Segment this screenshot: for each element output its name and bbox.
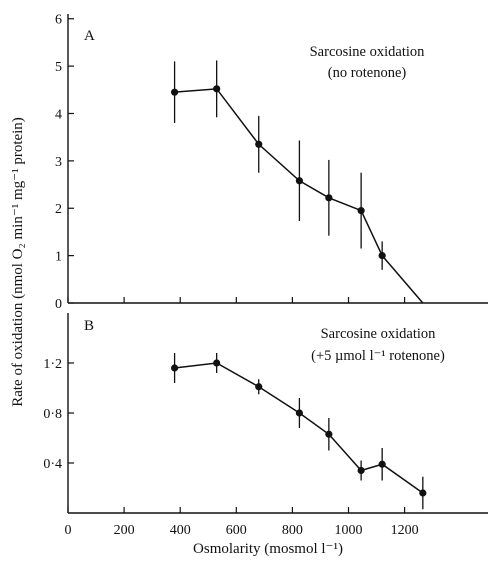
- x-tick-label: 600: [226, 523, 247, 538]
- panel-b-data-point: [255, 383, 263, 391]
- panel-a-y-tick-label: 0: [55, 297, 62, 312]
- panel-b-series: [170, 353, 427, 510]
- x-axis-title: Osmolarity (mosmol l⁻¹): [193, 541, 343, 557]
- panel-a-y-tick-label: 3: [55, 155, 62, 170]
- panel-b-y-ticks: 0·4 0·8 1·2: [43, 357, 74, 472]
- panel-b-series-line: [174, 362, 424, 494]
- panel-a-y-tick-label: 4: [55, 107, 62, 122]
- panel-a-y-tick-label: 5: [55, 60, 62, 75]
- panel-a-data-point: [357, 207, 365, 215]
- panel-b-y-tick-label: 0·8: [43, 407, 62, 422]
- x-tick-label: 1200: [391, 523, 419, 538]
- panel-a-data-point: [213, 85, 221, 93]
- panel-a-series-line: [174, 88, 383, 256]
- x-tick-label: 400: [170, 523, 191, 538]
- panel-a-y-ticks: 0 1 2 3 4 5 6: [55, 13, 74, 312]
- panel-b-data-point: [170, 364, 179, 372]
- panel-a-data-point: [378, 252, 386, 260]
- panel-b-data-point: [419, 489, 427, 497]
- panel-b-data-point: [295, 409, 304, 417]
- panel-b-x-ticks: 0 200 400 600 800 1000 1200: [65, 507, 419, 538]
- panel-a-data-point: [295, 177, 304, 185]
- panel-b: B Sarcosine oxidation (+5 µmol l⁻¹ roten…: [43, 313, 488, 538]
- panel-a-y-tick-label: 2: [55, 202, 62, 217]
- y-axis-title: Rate of oxidation (nmol O₂ min⁻¹ mg⁻¹ pr…: [10, 117, 26, 407]
- panel-a-annotation-line1: Sarcosine oxidation: [310, 44, 426, 60]
- panel-a-data-point: [325, 194, 333, 202]
- x-tick-label: 1000: [335, 523, 363, 538]
- panel-b-data-point: [357, 466, 365, 475]
- panel-b-data-point: [378, 460, 386, 468]
- panel-a-data-point: [255, 140, 263, 148]
- panel-a-series: [170, 60, 424, 304]
- x-tick-label: 200: [114, 523, 135, 538]
- panel-a-data-point: [170, 88, 179, 96]
- panel-a-extrapolated-line: [381, 255, 424, 304]
- panel-b-data-point: [213, 359, 221, 367]
- panel-a-label: A: [84, 28, 95, 44]
- panel-b-data-point: [325, 430, 333, 438]
- panel-a: A Sarcosine oxidation (no rotenone) 0 1 2 3…: [55, 13, 488, 312]
- panel-b-annotation-line1: Sarcosine oxidation: [321, 326, 437, 342]
- panel-a-y-tick-label: 1: [55, 250, 62, 265]
- panel-b-y-tick-label: 1·2: [43, 357, 62, 372]
- panel-b-y-tick-label: 0·4: [43, 457, 62, 472]
- panel-b-annotation-line2: (+5 µmol l⁻¹ rotenone): [311, 348, 445, 364]
- panel-a-annotation-line2: (no rotenone): [328, 65, 407, 81]
- x-tick-label: 800: [282, 523, 303, 538]
- panel-a-y-tick-label: 6: [55, 13, 62, 28]
- x-tick-label: 0: [65, 523, 72, 538]
- panel-a-x-ticks: [67, 297, 406, 303]
- panel-b-label: B: [84, 318, 94, 334]
